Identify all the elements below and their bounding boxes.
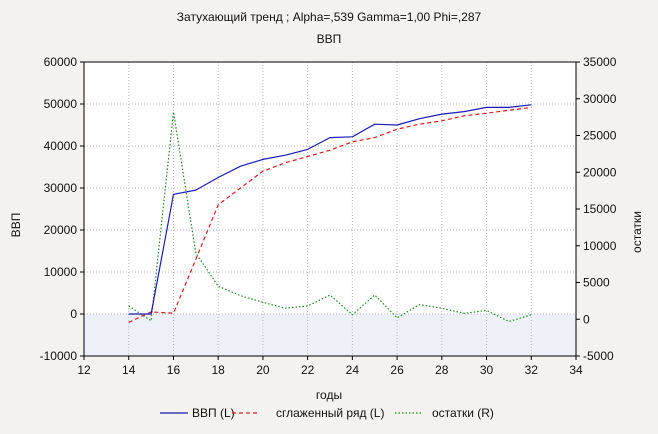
x-tick-label: 12 xyxy=(77,363,91,377)
y-left-tick-label: 10000 xyxy=(44,265,78,279)
y-right-tick-label: 25000 xyxy=(583,129,617,143)
axis-ticks: 12 14 16 18 20 22 24 26 28 30 32 34 -10000 0 10000 2000… xyxy=(40,55,617,377)
x-tick-label: 34 xyxy=(569,363,583,377)
y-right-tick-label: 35000 xyxy=(583,55,617,69)
x-tick-label: 18 xyxy=(212,363,226,377)
x-tick-label: 28 xyxy=(435,363,449,377)
series-line-0 xyxy=(128,104,532,315)
y-axis-left-title: ВВП xyxy=(9,213,23,238)
y-left-tick-label: 30000 xyxy=(44,181,78,195)
x-tick-label: 20 xyxy=(256,363,270,377)
y-right-tick-label: 5000 xyxy=(583,276,610,290)
x-tick-label: 24 xyxy=(346,363,360,377)
y-left-tick-label: 60000 xyxy=(44,55,78,69)
y-left-tick-label: 0 xyxy=(70,307,77,321)
series-layer xyxy=(128,104,532,323)
x-tick-label: 16 xyxy=(167,363,181,377)
legend: ВВП (L) сглаженный ряд (L) остатки (R) xyxy=(160,406,494,420)
y-right-tick-label: 10000 xyxy=(583,239,617,253)
x-tick-label: 32 xyxy=(525,363,539,377)
y-right-tick-label: 0 xyxy=(583,312,590,326)
x-tick-label: 26 xyxy=(390,363,404,377)
x-tick-label: 22 xyxy=(301,363,315,377)
y-right-tick-label: 30000 xyxy=(583,92,617,106)
y-left-tick-label: 50000 xyxy=(44,97,78,111)
y-left-tick-label: 20000 xyxy=(44,223,78,237)
x-axis-title: годы xyxy=(316,388,342,402)
legend-label-0: ВВП (L) xyxy=(192,406,235,420)
legend-label-1: сглаженный ряд (L) xyxy=(276,406,384,420)
x-tick-label: 14 xyxy=(122,363,136,377)
plot-area xyxy=(84,62,576,356)
y-left-tick-label: -10000 xyxy=(40,349,78,363)
gridlines xyxy=(84,62,576,356)
y-left-tick-label: 40000 xyxy=(44,139,78,153)
chart-subtitle: ВВП xyxy=(317,32,342,46)
legend-label-2: остатки (R) xyxy=(432,406,494,420)
negative-region-band xyxy=(84,314,576,356)
y-right-tick-label: 20000 xyxy=(583,165,617,179)
y-right-tick-label: -5000 xyxy=(583,349,614,363)
x-tick-label: 30 xyxy=(480,363,494,377)
y-axis-right-title: остатки xyxy=(630,211,644,253)
series-line-1 xyxy=(128,106,532,323)
chart-title: Затухающий тренд ; Alpha=,539 Gamma=1,00… xyxy=(177,10,482,24)
series-line-2 xyxy=(128,111,532,323)
y-right-tick-label: 15000 xyxy=(583,202,617,216)
